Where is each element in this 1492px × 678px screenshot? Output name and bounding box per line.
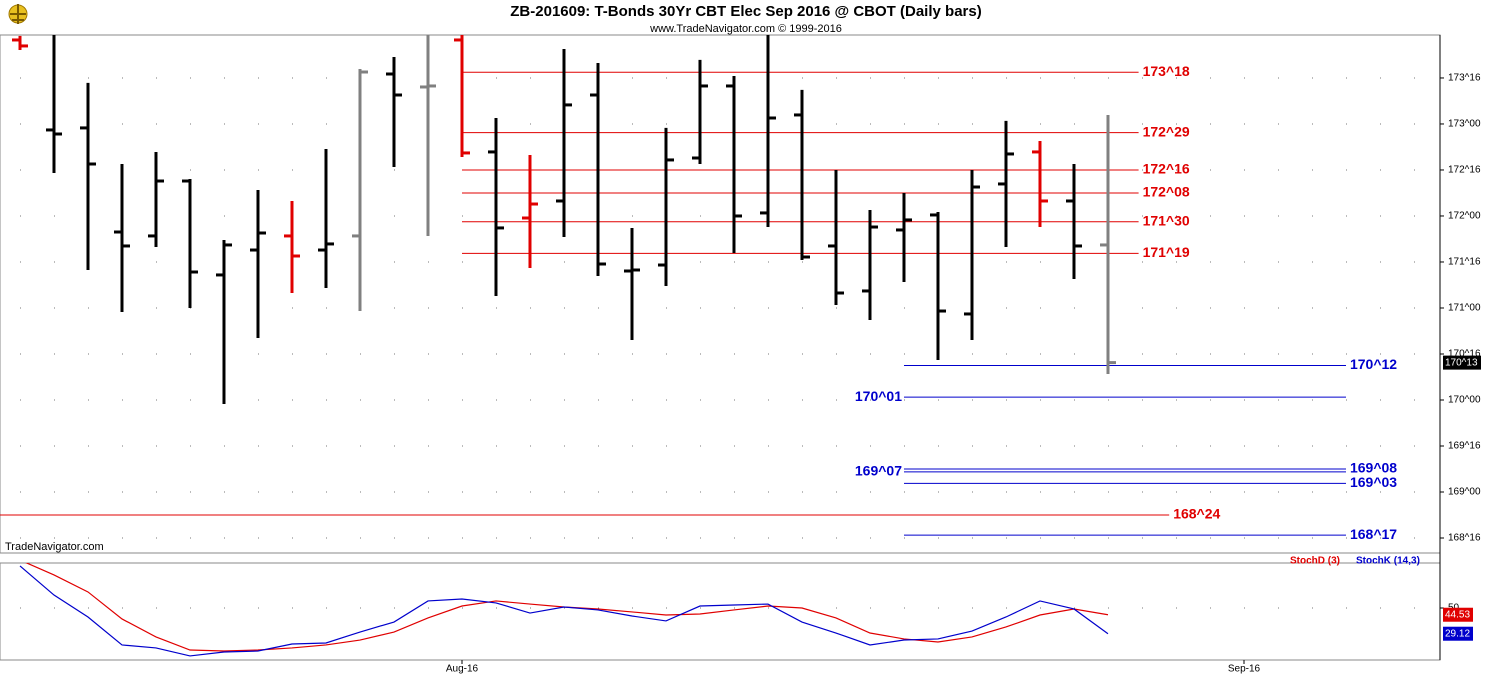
stoch-line — [19, 565, 1109, 657]
legend-entry: StochK (14,3) — [1356, 556, 1420, 567]
y-tick-label: 171^00 — [1448, 303, 1481, 314]
y-tick-label: 170^00 — [1448, 395, 1481, 406]
x-tick-label: Sep-16 — [1228, 664, 1261, 675]
level-label: 169^03 — [1350, 474, 1397, 490]
chart-title: ZB-201609: T-Bonds 30Yr CBT Elec Sep 201… — [510, 3, 981, 20]
y-tick-label: 170^16 — [1448, 349, 1481, 360]
x-tick-label: Aug-16 — [446, 664, 479, 675]
level-label: 172^08 — [1143, 184, 1190, 200]
level-label: 172^16 — [1143, 161, 1190, 177]
level-label: 173^18 — [1143, 63, 1190, 79]
level-label: 169^08 — [1350, 460, 1397, 476]
y-tick-label: 169^00 — [1448, 487, 1481, 498]
last-price-label: 170^13 — [1445, 357, 1478, 368]
legend-entry: StochD (3) — [1290, 556, 1340, 567]
price-panel — [0, 34, 1441, 554]
value-box — [1443, 607, 1473, 622]
last-price-box — [1443, 355, 1481, 370]
level-label: 170^12 — [1350, 356, 1397, 372]
plot-area — [0, 35, 1346, 536]
level-label: 171^30 — [1143, 212, 1190, 228]
value-box-label: 29.12 — [1445, 628, 1470, 639]
level-label: 168^17 — [1350, 526, 1397, 542]
watermark: TradeNavigator.com — [5, 541, 104, 553]
level-label: 171^19 — [1143, 244, 1190, 260]
y-tick-label: 169^16 — [1448, 441, 1481, 452]
value-box-label: 44.53 — [1445, 609, 1470, 620]
level-label: 168^24 — [1173, 506, 1220, 522]
y-tick-label: 172^00 — [1448, 211, 1481, 222]
plot-area — [19, 563, 1109, 657]
y-tick-label: 173^16 — [1448, 73, 1481, 84]
y-tick-label: 171^16 — [1448, 257, 1481, 268]
level-label: 170^01 — [855, 388, 902, 404]
level-label: 169^07 — [855, 463, 902, 479]
y-tick-label: 173^00 — [1448, 119, 1481, 130]
chart-subtitle: www.TradeNavigator.com © 1999-2016 — [649, 23, 842, 35]
y-tick-label: 172^16 — [1448, 165, 1481, 176]
level-label: 172^29 — [1143, 123, 1190, 139]
value-box — [1443, 626, 1473, 641]
y-tick-label: 168^16 — [1448, 533, 1481, 544]
logo — [8, 4, 28, 24]
